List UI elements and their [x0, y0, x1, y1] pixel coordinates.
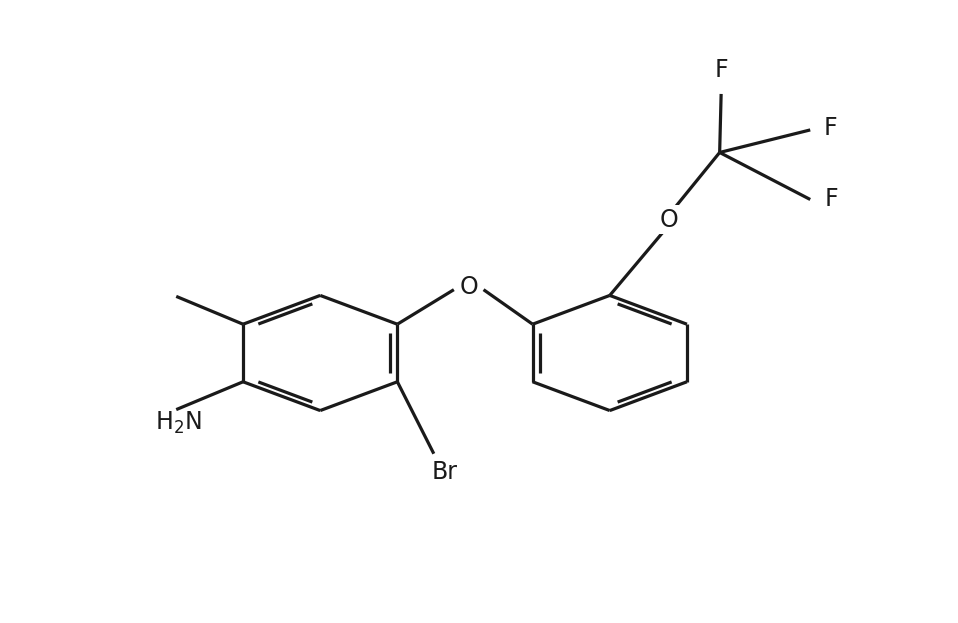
Text: O: O — [660, 207, 678, 232]
Text: F: F — [715, 58, 728, 82]
Text: O: O — [459, 275, 478, 299]
Text: Br: Br — [431, 460, 458, 484]
Text: F: F — [824, 117, 837, 141]
Text: F: F — [825, 188, 838, 211]
Text: H$_2$N: H$_2$N — [155, 409, 202, 435]
